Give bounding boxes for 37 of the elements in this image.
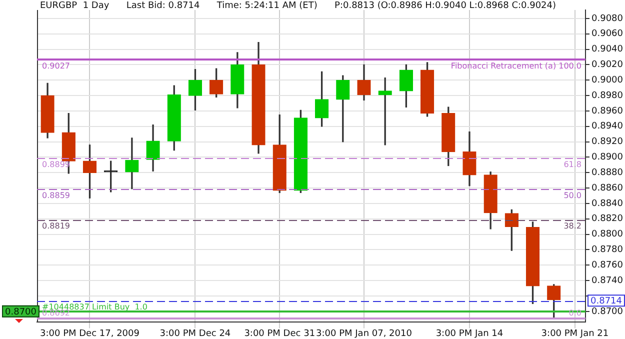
y-tick-label: 0.8760 [592,260,624,270]
x-tick-label: 3:00 PM Dec 24 [160,328,231,339]
y-tick-label: 0.9000 [592,75,624,86]
y-tick-label: 0.9080 [592,14,624,24]
y-tick-label: 0.8980 [592,90,624,101]
y-tick-label: 0.8860 [592,183,624,194]
y-tick-label: 0.9020 [592,60,624,70]
x-tick-label: 3:00 PM Dec 31 [244,328,316,339]
candlestick [125,138,139,190]
y-tick-label: 0.8960 [592,106,624,116]
y-tick-label: 0.8900 [592,152,624,163]
ref-line-label: 0.8859 [42,190,70,200]
y-tick-label: 0.8800 [592,230,624,240]
x-tick-label: 3:00 PM Jan 07, 2010 [316,328,412,339]
ref-line-label: 0.8819 [42,222,70,231]
text: 0.8700 [5,307,37,318]
x-tick-label: 3:00 PM Jan 14 [436,328,504,339]
ref-line-label: 0.9027 [42,61,70,70]
annotation: 61.8 [564,160,582,170]
annotation: 50.0 [564,190,582,200]
y-tick-label: 0.8880 [592,168,624,178]
x-tick-label: 3:00 PM Dec 17, 2009 [40,328,140,339]
annotation: Fibonacci Retracement (a) 100.0 [450,61,582,70]
y-tick-label: 0.8700 [592,306,624,317]
x-tick-label: 3:00 PM Jan 21 [541,328,609,339]
y-tick-label: 0.9040 [592,44,624,55]
annotation: 38.2 [564,222,582,231]
y-tick-label: 0.8820 [592,214,624,224]
chart-title: EURGBP 1 Day Last Bid: 0.8714 Time: 5:24:11 AM (ET) P:0.8813 (O:0.8986 H:0.9040 L:0.8968 C:0.9024) [40,0,556,11]
y-tick-label: 0.8780 [592,245,624,256]
text: 0.8714 [590,296,622,306]
y-tick-label: 0.9060 [592,29,624,40]
y-tick-label: 0.8940 [592,122,624,132]
y-tick-label: 0.8740 [592,276,624,286]
ref-line-label: #10448837 Limit Buy 1.0 [42,302,148,312]
y-tick-label: 0.8920 [592,137,624,148]
y-tick-label: 0.8840 [592,198,624,209]
